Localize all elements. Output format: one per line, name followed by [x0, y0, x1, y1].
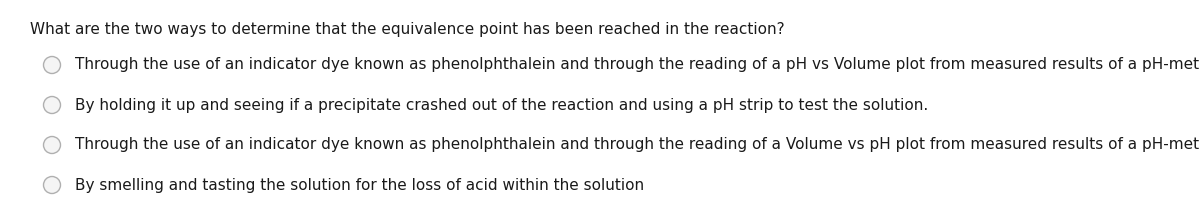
Text: Through the use of an indicator dye known as phenolphthalein and through the rea: Through the use of an indicator dye know…	[74, 138, 1200, 152]
Text: What are the two ways to determine that the equivalence point has been reached i: What are the two ways to determine that …	[30, 22, 785, 37]
Text: By holding it up and seeing if a precipitate crashed out of the reaction and usi: By holding it up and seeing if a precipi…	[74, 97, 929, 112]
Text: By smelling and tasting the solution for the loss of acid within the solution: By smelling and tasting the solution for…	[74, 178, 644, 192]
Text: Through the use of an indicator dye known as phenolphthalein and through the rea: Through the use of an indicator dye know…	[74, 57, 1200, 72]
